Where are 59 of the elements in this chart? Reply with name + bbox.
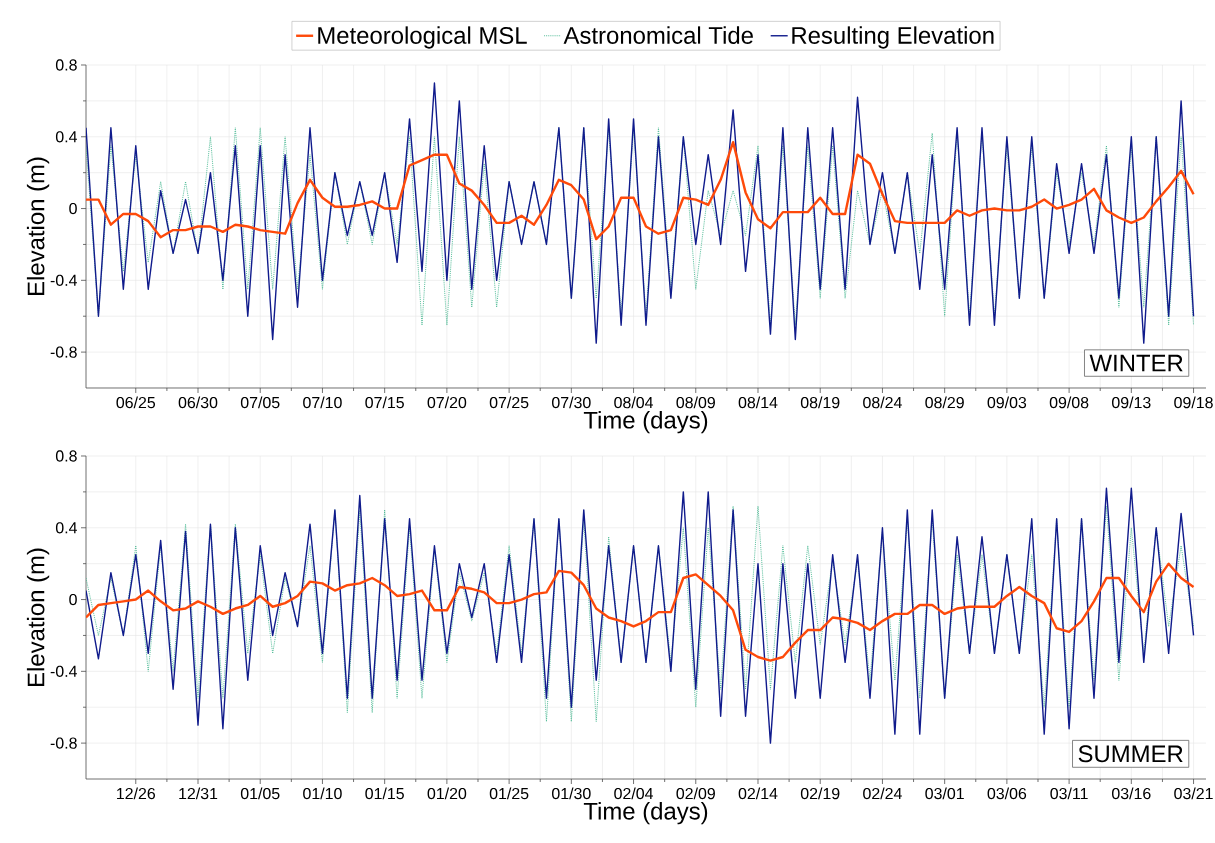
legend-label: Meteorological MSL — [318, 26, 527, 49]
x-tick-label: 08/14 — [738, 396, 778, 409]
y-tick-label: -0.8 — [50, 346, 77, 358]
x-tick-label: 02/19 — [800, 787, 840, 800]
x-axis-title: Time (days) — [583, 802, 708, 825]
x-tick-label: 09/08 — [1049, 396, 1089, 409]
x-tick-label: 07/05 — [240, 396, 280, 409]
y-tick-label: 0.8 — [55, 450, 77, 462]
x-axis-title: Time (days) — [583, 411, 708, 434]
x-tick-label: 08/29 — [925, 396, 964, 409]
x-tick-label: 08/04 — [614, 396, 654, 409]
line-series — [86, 505, 1194, 723]
line-series — [86, 82, 1195, 344]
y-tick-label: -0.8 — [50, 737, 77, 749]
x-tick-label: 07/25 — [489, 396, 529, 409]
y-tick-label: 0 — [69, 202, 77, 215]
x-tick-label: 12/31 — [179, 787, 218, 800]
x-tick-label: 09/03 — [987, 396, 1027, 409]
x-tick-label: 06/30 — [178, 396, 218, 409]
y-tick-label: 0.8 — [55, 59, 77, 71]
x-tick-label: 08/09 — [676, 396, 715, 409]
x-tick-label: 12/26 — [117, 787, 156, 800]
x-tick-label: 02/24 — [863, 787, 902, 800]
x-tick-label: 07/30 — [552, 396, 591, 409]
line-series — [86, 487, 1195, 744]
x-tick-label: 03/16 — [1112, 787, 1151, 800]
x-tick-label: 02/14 — [738, 787, 778, 800]
x-tick-label: 01/30 — [552, 787, 591, 800]
x-tick-label: 07/20 — [427, 396, 467, 409]
x-tick-label: 09/13 — [1112, 396, 1151, 409]
x-tick-label: 02/04 — [614, 787, 654, 800]
y-axis-title: Elevation (m) — [26, 548, 50, 686]
y-tick-label: -0.4 — [50, 274, 78, 286]
legend-label: Astronomical Tide — [563, 26, 753, 44]
x-tick-label: 08/24 — [863, 396, 902, 409]
x-tick-label: 07/10 — [303, 396, 342, 409]
x-tick-label: 08/19 — [800, 396, 840, 409]
x-tick-label: 06/25 — [116, 396, 156, 409]
annotation: WINTER — [1089, 354, 1183, 372]
y-tick-label: 0.4 — [55, 131, 78, 143]
x-tick-label: 03/01 — [925, 787, 964, 800]
legend-label: Resulting Elevation — [792, 26, 994, 49]
x-tick-label: 03/21 — [1174, 787, 1213, 800]
x-tick-label: 07/15 — [365, 396, 404, 409]
y-tick-label: 0 — [69, 593, 77, 606]
y-tick-label: -0.4 — [50, 665, 78, 677]
x-tick-label: 03/06 — [987, 787, 1027, 800]
line-series — [86, 127, 1194, 326]
x-tick-label: 01/25 — [489, 787, 529, 800]
x-tick-label: 09/18 — [1174, 396, 1213, 409]
x-tick-label: 02/09 — [676, 787, 715, 800]
x-tick-label: 03/11 — [1050, 787, 1088, 800]
x-tick-label: 01/15 — [365, 787, 404, 800]
y-tick-label: 0.4 — [55, 522, 78, 534]
x-tick-label: 01/20 — [427, 787, 467, 800]
x-tick-label: 01/05 — [240, 787, 280, 800]
y-axis-title: Elevation (m) — [26, 157, 50, 295]
x-tick-label: 01/10 — [303, 787, 342, 800]
annotation: SUMMER — [1078, 745, 1183, 763]
